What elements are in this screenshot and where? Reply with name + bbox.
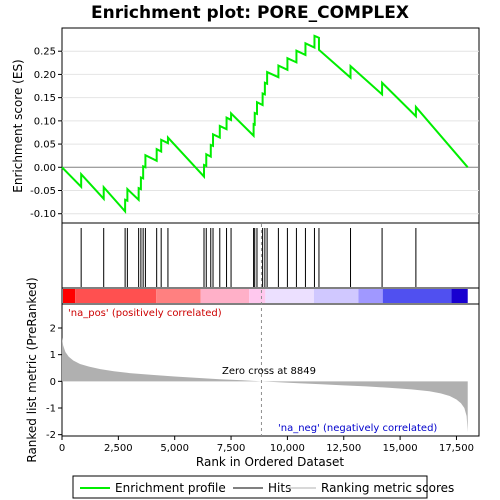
metric-panel: [61, 303, 480, 437]
es-y-tick-label: 0.05: [34, 140, 56, 151]
heatbar-segment: [200, 289, 250, 303]
heatbar-segment: [249, 289, 266, 303]
es-panel: [61, 27, 480, 224]
heatbar-segment: [313, 289, 359, 303]
zero-cross-label: Zero cross at 8849: [222, 366, 316, 377]
rank-heatbar: [63, 289, 468, 303]
legend-metric-label: Ranking metric scores: [321, 481, 454, 495]
heatbar-segment: [451, 289, 468, 303]
metric-y-tick-label: -1: [46, 404, 56, 415]
positive-correlation-label: 'na_pos' (positively correlated): [68, 308, 222, 319]
x-axis: 0 2,500 5,000 7,500 10,000 12,500 15,000 17,500: [59, 436, 474, 454]
es-y-tick-label: 0.20: [34, 70, 56, 81]
x-tick-label: 15,000: [383, 443, 418, 454]
es-gridlines: [62, 50, 479, 215]
es-y-axis: -0.10 -0.05 0.00 0.05 0.10 0.15 0.20 0.25: [30, 47, 62, 220]
enrichment-profile-line: [61, 34, 469, 215]
metric-y-tick-label: 1: [50, 350, 56, 361]
x-tick-label: 17,500: [439, 443, 474, 454]
chart-title: Enrichment plot: PORE_COMPLEX: [91, 3, 409, 23]
x-tick-label: 12,500: [326, 443, 361, 454]
metric-y-tick-label: -2: [46, 430, 56, 441]
x-tick-label: 7,500: [217, 443, 246, 454]
es-y-tick-label: -0.05: [30, 186, 56, 197]
es-y-tick-label: 0.10: [34, 116, 56, 127]
x-tick-label: 0: [59, 443, 65, 454]
x-tick-label: 10,000: [270, 443, 305, 454]
es-y-tick-label: 0.25: [34, 47, 56, 58]
es-y-tick-label: 0.00: [34, 163, 56, 174]
heatbar-segment: [156, 289, 201, 303]
ranking-metric-area: [62, 337, 468, 432]
heatbar-segment: [63, 289, 76, 303]
es-y-axis-label: Enrichment score (ES): [11, 59, 25, 192]
metric-y-axis-label: Ranked list metric (PreRanked): [25, 277, 39, 462]
x-tick-label: 5,000: [160, 443, 189, 454]
metric-y-tick-label: 0: [50, 377, 56, 388]
legend-enrichment-label: Enrichment profile: [115, 481, 226, 495]
heatbar-segment: [358, 289, 383, 303]
x-tick-label: 2,500: [104, 443, 133, 454]
heatbar-segment: [382, 289, 452, 303]
x-axis-label: Rank in Ordered Dataset: [196, 455, 344, 469]
heatbar-segment: [75, 289, 157, 303]
hits-marks: [80, 228, 417, 287]
es-y-tick-label: 0.15: [34, 93, 56, 104]
heatbar-segment: [265, 289, 314, 303]
legend-box: [72, 475, 428, 499]
legend-hits-label: Hits: [268, 481, 291, 495]
hits-panel: [61, 222, 480, 289]
metric-y-tick-label: 2: [50, 324, 56, 335]
negative-correlation-label: 'na_neg' (negatively correlated): [278, 423, 437, 434]
es-y-tick-label: -0.10: [30, 209, 56, 220]
metric-y-axis: -2 -1 0 1 2: [46, 324, 62, 441]
